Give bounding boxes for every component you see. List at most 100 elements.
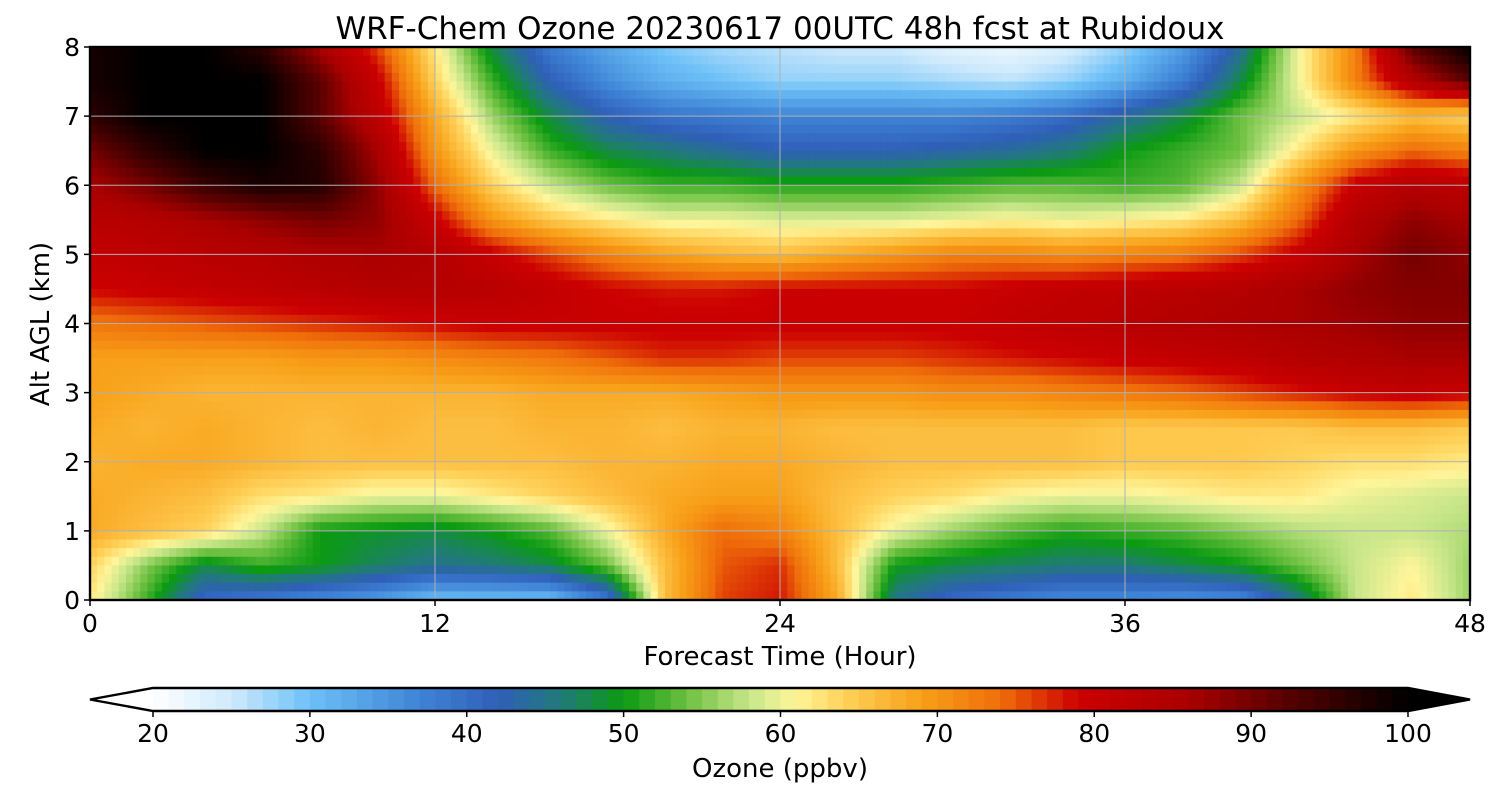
heatmap-cell [643, 167, 652, 178]
heatmap-cell [312, 133, 321, 143]
heatmap-cell [413, 219, 422, 230]
heatmap-cell [693, 116, 702, 126]
heatmap-cell [1268, 245, 1277, 255]
heatmap-cell [391, 159, 400, 169]
heatmap-cell [377, 237, 386, 247]
heatmap-cell [981, 98, 990, 109]
heatmap-cell [1117, 228, 1126, 238]
heatmap-cell [916, 202, 925, 212]
heatmap-cell [966, 237, 975, 247]
heatmap-cell [722, 228, 731, 238]
heatmap-cell [133, 55, 141, 65]
heatmap-cell [557, 64, 565, 74]
heatmap-cell [427, 116, 436, 126]
heatmap-cell [1448, 211, 1457, 221]
heatmap-cell [629, 90, 637, 100]
heatmap-cell [1398, 167, 1406, 178]
heatmap-cell [1412, 185, 1421, 195]
heatmap-cell [1189, 90, 1198, 100]
heatmap-cell [233, 124, 242, 135]
heatmap-cell [815, 90, 824, 100]
heatmap-cell [650, 245, 659, 255]
heatmap-cell [1275, 263, 1284, 273]
heatmap-cell [90, 263, 98, 273]
heatmap-cell [334, 133, 343, 143]
heatmap-cell [909, 98, 918, 109]
heatmap-cell [1089, 150, 1097, 160]
heatmap-cell [578, 107, 587, 117]
heatmap-cell [327, 116, 335, 126]
heatmap-cell [794, 202, 803, 212]
heatmap-cell [377, 185, 386, 195]
heatmap-cell [542, 142, 551, 152]
heatmap-cell [1096, 98, 1105, 109]
heatmap-cell [255, 228, 264, 238]
heatmap-cell [1355, 219, 1363, 230]
heatmap-cell [262, 237, 271, 247]
heatmap-cell [406, 124, 415, 135]
heatmap-cell [1117, 219, 1126, 230]
heatmap-cell [1290, 81, 1299, 91]
heatmap-cell [593, 193, 601, 204]
heatmap-cell [1045, 211, 1054, 221]
heatmap-cell [1060, 237, 1069, 247]
heatmap-cell [111, 98, 120, 109]
heatmap-cell [240, 219, 249, 230]
heatmap-cell [1067, 133, 1076, 143]
heatmap-cell [895, 81, 903, 91]
heatmap-cell [1247, 55, 1255, 65]
heatmap-cell [1333, 185, 1342, 195]
heatmap-cell [780, 219, 788, 230]
heatmap-cell [1362, 185, 1370, 195]
heatmap-cell [528, 98, 537, 109]
heatmap-cells [90, 47, 1470, 600]
heatmap-cell [1132, 90, 1140, 100]
heatmap-cell [456, 193, 465, 204]
heatmap-cell [808, 159, 817, 169]
heatmap-cell [1240, 116, 1248, 126]
heatmap-cell [1261, 193, 1270, 204]
heatmap-cell [161, 228, 170, 238]
heatmap-cell [1160, 81, 1169, 91]
heatmap-cell [974, 219, 982, 230]
heatmap-cell [320, 55, 328, 65]
heatmap-cell [262, 245, 271, 255]
heatmap-cell [981, 254, 990, 264]
heatmap-cell [909, 116, 918, 126]
heatmap-cell [607, 254, 616, 264]
heatmap-cell [902, 176, 910, 186]
heatmap-cell [1060, 219, 1069, 230]
heatmap-cell [887, 133, 896, 143]
heatmap-cell [859, 142, 867, 152]
heatmap-cell [1268, 193, 1277, 204]
heatmap-cell [1017, 202, 1025, 212]
heatmap-cell [125, 176, 134, 186]
heatmap-cell [643, 254, 652, 264]
heatmap-cell [521, 263, 530, 273]
heatmap-cell [686, 263, 695, 273]
heatmap-cell [1031, 107, 1040, 117]
heatmap-cell [665, 228, 673, 238]
heatmap-cell [463, 47, 472, 57]
heatmap-cell [377, 124, 386, 135]
heatmap-cell [427, 237, 436, 247]
heatmap-cell [528, 72, 537, 83]
heatmap-cell [557, 245, 565, 255]
heatmap-cell [1340, 81, 1349, 91]
heatmap-cell [485, 55, 494, 65]
heatmap-cell [808, 254, 817, 264]
heatmap-cell [571, 124, 580, 135]
heatmap-cell [700, 176, 709, 186]
heatmap-cell [571, 263, 580, 273]
heatmap-cell [930, 81, 939, 91]
heatmap-cell [456, 81, 465, 91]
heatmap-cell [1311, 193, 1320, 204]
heatmap-cell [276, 124, 285, 135]
heatmap-cell [478, 150, 486, 160]
heatmap-cell [140, 159, 149, 169]
heatmap-cell [514, 159, 522, 169]
heatmap-cell [1117, 81, 1126, 91]
heatmap-cell [1261, 228, 1270, 238]
heatmap-cell [1002, 116, 1011, 126]
